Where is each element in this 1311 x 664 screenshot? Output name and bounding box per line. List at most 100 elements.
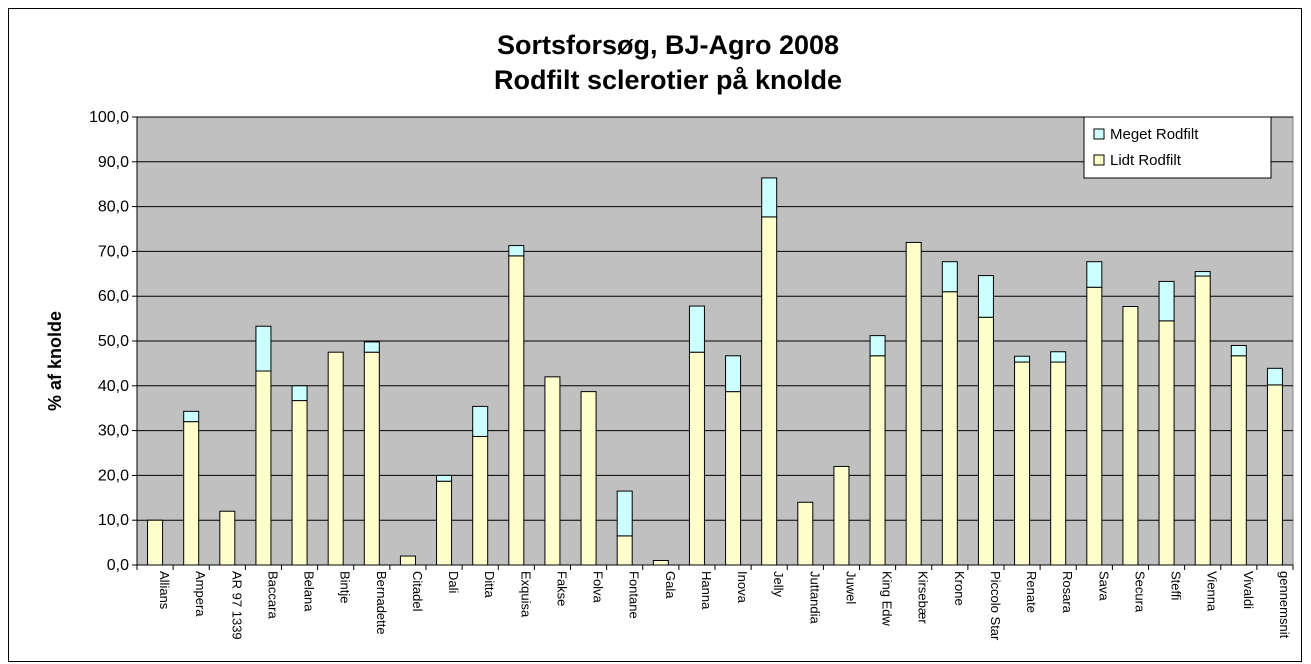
- x-tick-label: Exquisa: [518, 571, 533, 618]
- bar-lidt-rodfilt: [183, 421, 200, 566]
- x-tick-label: Citadel: [410, 571, 425, 612]
- bar-lidt-rodfilt: [1230, 355, 1247, 566]
- x-tick-label: Folva: [591, 571, 606, 604]
- x-tick-label: Ampera: [193, 571, 208, 617]
- bar-meget-rodfilt: [1086, 261, 1103, 288]
- bar-meget-rodfilt: [1014, 355, 1031, 363]
- bar-lidt-rodfilt: [761, 216, 778, 566]
- bar-lidt-rodfilt: [833, 465, 850, 566]
- bar-lidt-rodfilt: [1266, 384, 1283, 566]
- x-tick-label: Vivaldi: [1241, 571, 1256, 609]
- x-tick-label: Jelly: [771, 571, 786, 598]
- y-tick-label: 20,0: [98, 467, 129, 484]
- bar-meget-rodfilt: [869, 335, 886, 357]
- bar-meget-rodfilt: [1230, 344, 1247, 357]
- bar-lidt-rodfilt: [544, 376, 561, 566]
- x-tick-label: Sava: [1096, 571, 1111, 601]
- bar-meget-rodfilt: [1194, 271, 1211, 277]
- x-tick-label: Baccara: [265, 571, 280, 619]
- bar-lidt-rodfilt: [652, 560, 669, 566]
- bar-meget-rodfilt: [761, 177, 778, 218]
- x-tick-label: Juttandia: [807, 571, 822, 625]
- bar-meget-rodfilt: [616, 490, 633, 537]
- bar-lidt-rodfilt: [1122, 306, 1139, 566]
- axes: 0,0 10,0 20,0 30,0 40,0 50,0 60,0 70,0 80,0 90,0 1…: [89, 109, 1294, 641]
- bar-lidt-rodfilt: [688, 351, 705, 566]
- chart-subtitle: Rodfilt sclerotier på knolde: [494, 65, 842, 95]
- chart-frame: Sortsforsøg, BJ-Agro 2008 Rodfilt sclero…: [8, 8, 1302, 662]
- bar-lidt-rodfilt: [363, 351, 380, 566]
- bar-lidt-rodfilt: [941, 291, 958, 566]
- x-tick-label: Fontane: [627, 571, 642, 619]
- bar-meget-rodfilt: [688, 305, 705, 353]
- bar-lidt-rodfilt: [1086, 286, 1103, 566]
- bar-lidt-rodfilt: [725, 391, 742, 566]
- bar-lidt-rodfilt: [1014, 361, 1031, 566]
- bar-lidt-rodfilt: [905, 241, 922, 566]
- bar-lidt-rodfilt: [1050, 361, 1067, 566]
- x-tick-label: Secura: [1132, 571, 1147, 613]
- y-tick-label: 100,0: [89, 109, 129, 126]
- y-tick-label: 50,0: [98, 333, 129, 350]
- bar-meget-rodfilt: [291, 385, 308, 402]
- x-tick-label: Fakse: [554, 571, 569, 606]
- bar-meget-rodfilt: [183, 410, 200, 423]
- bar-lidt-rodfilt: [508, 255, 525, 566]
- legend-box: [1083, 116, 1272, 179]
- y-tick-label: 40,0: [98, 378, 129, 395]
- legend-label-meget: Meget Rodfilt: [1110, 126, 1199, 143]
- x-tick-label: Gala: [663, 571, 678, 599]
- y-tick-label: 10,0: [98, 512, 129, 529]
- bar-lidt-rodfilt: [219, 510, 236, 566]
- x-tick-label: Kirsebær: [916, 571, 931, 624]
- bar-meget-rodfilt: [1050, 351, 1067, 363]
- x-tick-label: gennemsnit: [1277, 571, 1292, 639]
- y-axis-label: % af knolde: [45, 311, 65, 411]
- bar-lidt-rodfilt: [327, 351, 344, 566]
- bar-lidt-rodfilt: [869, 355, 886, 566]
- x-tick-label: AR 97 1339: [229, 571, 244, 640]
- bar-meget-rodfilt: [363, 341, 380, 353]
- x-tick-label: Ditta: [482, 571, 497, 599]
- y-tick-label: 30,0: [98, 423, 129, 440]
- bar-lidt-rodfilt: [1158, 320, 1175, 566]
- bar-meget-rodfilt: [977, 275, 994, 318]
- chart-svg: Sortsforsøg, BJ-Agro 2008 Rodfilt sclero…: [45, 30, 1294, 641]
- x-tick-label: Inova: [735, 571, 750, 604]
- bar-lidt-rodfilt: [147, 519, 164, 566]
- bar-meget-rodfilt: [436, 474, 453, 482]
- bar-meget-rodfilt: [1266, 367, 1283, 386]
- y-tick-label: 0,0: [107, 557, 129, 574]
- bar-lidt-rodfilt: [255, 370, 272, 566]
- x-tick-label: Allians: [157, 571, 172, 610]
- bar-meget-rodfilt: [508, 245, 525, 257]
- x-tick-label: Krone: [952, 571, 967, 606]
- bar-lidt-rodfilt: [1194, 275, 1211, 566]
- x-tick-label: Hanna: [699, 571, 714, 610]
- bar-meget-rodfilt: [255, 325, 272, 372]
- x-tick-label: King Edw: [880, 571, 895, 627]
- legend: Meget Rodfilt Lidt Rodfilt: [1083, 116, 1272, 179]
- bar-meget-rodfilt: [725, 355, 742, 393]
- bar-lidt-rodfilt: [436, 480, 453, 566]
- legend-swatch-meget: [1093, 128, 1105, 140]
- legend-swatch-lidt: [1093, 154, 1105, 166]
- bar-meget-rodfilt: [472, 405, 489, 437]
- y-tick-label: 60,0: [98, 288, 129, 305]
- x-tick-label: Belana: [302, 571, 317, 612]
- x-tick-label: Dali: [446, 571, 461, 594]
- bar-lidt-rodfilt: [977, 316, 994, 566]
- x-tick-label: Bintje: [338, 571, 353, 604]
- x-tick-label: Piccolo Star: [988, 571, 1003, 641]
- x-tick-label: Renate: [1024, 571, 1039, 613]
- y-tick-label: 90,0: [98, 154, 129, 171]
- x-tick-label: Vienna: [1205, 571, 1220, 612]
- bar-lidt-rodfilt: [580, 391, 597, 566]
- bar-meget-rodfilt: [941, 261, 958, 293]
- x-tick-label: Juwel: [843, 571, 858, 604]
- chart-title: Sortsforsøg, BJ-Agro 2008: [497, 30, 839, 60]
- x-tick-label: Rosara: [1060, 571, 1075, 614]
- y-tick-label: 70,0: [98, 243, 129, 260]
- bar-lidt-rodfilt: [291, 400, 308, 566]
- bar-lidt-rodfilt: [472, 435, 489, 566]
